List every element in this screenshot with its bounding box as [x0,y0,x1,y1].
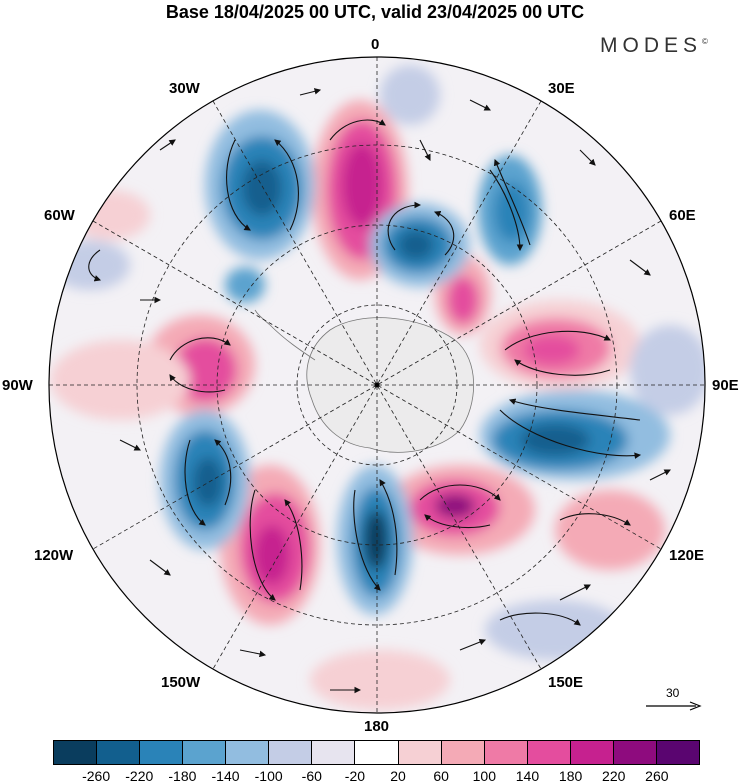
colorbar-swatch [527,741,571,764]
colorbar-tick-label: 140 [515,768,540,784]
colorbar-ticks: -260 -220 -180 -140 -100 -60 -20 20 60 100 140 180 2… [0,768,750,784]
colorbar-tick-label: -20 [344,768,366,784]
lon-label-90w: 90W [2,377,33,394]
colorbar-swatch [183,741,227,764]
anomaly-field [50,65,705,710]
reference-arrow-icon [646,701,702,711]
wind-vectors [88,88,671,694]
colorbar-tick-label: -140 [211,768,240,784]
colorbar-swatch [97,741,141,764]
colorbar-swatch [312,741,356,764]
lon-label-120e: 120E [669,547,705,564]
antarctic-peninsula [254,309,316,361]
colorbar-tick-label: 180 [558,768,583,784]
colorbar-swatch [656,741,699,764]
colorbar-tick-label: -180 [168,768,197,784]
colorbar-swatch [441,741,485,764]
colorbar-tick-label: -60 [301,768,322,784]
colorbar-swatch [613,741,657,764]
colorbar [53,740,700,765]
reference-vector-label: 30 [666,686,680,700]
colorbar-tick-label: 260 [645,768,669,784]
antarctica-outline [306,317,474,453]
colorbar-tick-label: 60 [433,768,449,784]
lon-label-0: 0 [371,36,380,53]
colorbar-tick-label: 20 [390,768,406,784]
lon-label-60w: 60W [44,207,75,224]
colorbar-tick-label: 100 [472,768,497,784]
colorbar-swatch [269,741,313,764]
colorbar-swatch [54,741,98,764]
colorbar-swatch [398,741,442,764]
colorbar-swatch [484,741,528,764]
colorbar-swatch [355,741,399,764]
lon-label-120w: 120W [34,547,74,564]
lon-label-30e: 30E [548,80,575,97]
brand-logo: MODES© [600,34,708,57]
colorbar-tick-label: -100 [254,768,283,784]
lon-label-150e: 150E [548,674,584,691]
colorbar-swatch [570,741,614,764]
lon-label-90e: 90E [712,377,739,394]
colorbar-tick-label: 220 [602,768,626,784]
lon-label-180: 180 [364,718,390,735]
reference-vector: 30 [644,686,704,716]
lon-label-30w: 30W [169,80,200,97]
lon-label-150w: 150W [161,674,201,691]
map-title: Base 18/04/2025 00 UTC, valid 23/04/2025… [165,2,585,22]
lon-label-60e: 60E [669,207,696,224]
colorbar-swatch [140,741,184,764]
colorbar-tick-label: -260 [82,768,111,784]
colorbar-swatch [226,741,270,764]
colorbar-tick-label: -220 [125,768,154,784]
polar-map [48,56,706,714]
